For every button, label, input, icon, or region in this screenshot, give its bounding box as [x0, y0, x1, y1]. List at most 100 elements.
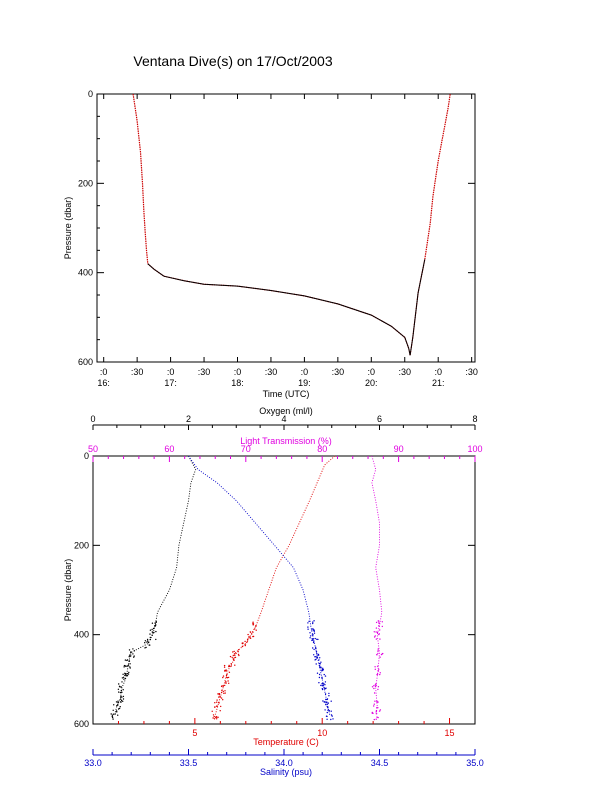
profile-chart: 0 200 400 600 0 2 4 6 8 50 60 70 80 90 100 5 10 15 33.0 33.…: [63, 406, 484, 777]
oxygen-sample-point: [127, 664, 130, 666]
salinity-sample-point: [321, 676, 323, 678]
oxygen-sample-point: [152, 627, 155, 630]
temperature-sample-point: [216, 701, 218, 703]
temperature-sample-point: [212, 714, 215, 716]
top-x-axis-label: Time (UTC): [263, 389, 310, 399]
oxygen-sample-point: [154, 622, 156, 624]
top-y-tick-label: 400: [78, 268, 93, 278]
temperature-sample-point: [219, 710, 221, 712]
temperature-sample-point: [248, 636, 250, 638]
temperature-sample-point: [228, 664, 230, 667]
oxygen-sample-point: [118, 691, 120, 693]
salinity-sample-point: [330, 700, 332, 702]
oxygen-sample-point: [116, 711, 118, 713]
salinity-sample-point: [328, 710, 330, 712]
oxygen-profile: [110, 455, 197, 720]
light-sample-point: [377, 701, 379, 703]
light-sample-point: [377, 707, 379, 709]
top-plot-frame: [96, 93, 476, 363]
temperature-sample-point: [221, 689, 223, 691]
light-sample-point: [373, 705, 375, 707]
salinity-sample-point: [313, 648, 315, 651]
salinity-sample-point: [328, 695, 330, 697]
oxygen-sample-point: [124, 673, 127, 675]
salinity-sample-point: [330, 714, 333, 716]
oxygen-sample-point: [151, 631, 153, 633]
light-sample-point: [373, 718, 375, 721]
temperature-tick-label: 10: [317, 728, 327, 738]
light-sample-point: [378, 633, 380, 635]
top-x-tick-hour-label: 16:: [97, 378, 110, 388]
light-sample-point: [377, 652, 379, 655]
light-sample-point: [382, 652, 384, 655]
oxygen-sample-point: [112, 709, 114, 711]
oxygen-sample-point: [148, 644, 150, 646]
temperature-sample-point: [223, 664, 226, 667]
temperature-sample-point: [224, 692, 226, 694]
bottom-y-tick-label: 0: [84, 451, 89, 461]
temperature-sample-point: [247, 638, 249, 641]
temperature-sample-point: [227, 676, 230, 679]
light-tick-label: 60: [164, 444, 174, 454]
light-sample-point: [371, 686, 374, 688]
temperature-sample-point: [222, 676, 224, 679]
oxygen-sample-point: [117, 688, 120, 690]
bottom-y-tick-label: 400: [74, 630, 89, 640]
salinity-sample-point: [325, 715, 328, 717]
temperature-sample-point: [249, 637, 252, 639]
oxygen-sample-point: [144, 642, 146, 644]
top-x-tick-label: :0: [434, 367, 442, 377]
salinity-sample-point: [323, 673, 325, 676]
light-tick-label: 50: [88, 444, 98, 454]
oxygen-sample-point: [110, 713, 112, 715]
light-sample-point: [377, 688, 379, 691]
light-sample-point: [373, 692, 376, 694]
light-sample-point: [378, 622, 380, 624]
temperature-sample-point: [234, 664, 236, 666]
oxygen-sample-point: [151, 634, 153, 636]
salinity-sample-point: [326, 705, 328, 708]
light-sample-point: [376, 700, 378, 702]
chart-title: Ventana Dive(s) on 17/Oct/2003: [133, 53, 332, 69]
temperature-sample-point: [222, 699, 224, 701]
light-sample-point: [374, 635, 376, 637]
oxygen-sample-point: [151, 622, 154, 624]
temperature-sample-point: [219, 695, 221, 698]
salinity-sample-point: [321, 670, 323, 672]
top-x-tick-hour-label: 17:: [164, 378, 177, 388]
salinity-sample-point: [317, 653, 320, 656]
oxygen-sample-point: [124, 674, 126, 677]
bottom-axes: 0 200 400 600 0 2 4 6 8 50 60 70 80 90 100 5 10 15 33.0 33.…: [74, 414, 484, 768]
top-y-tick-label: 0: [88, 89, 93, 99]
pressure-time-chart: :016::30:017::30:018::30:019::30:020::30…: [63, 89, 478, 399]
salinity-sample-point: [323, 683, 325, 685]
salinity-sample-point: [309, 632, 311, 634]
salinity-sample-point: [313, 620, 315, 622]
oxygen-sample-point: [128, 660, 131, 662]
salinity-sample-point: [315, 663, 317, 665]
salinity-profile: [188, 455, 334, 721]
light-sample-point: [376, 707, 378, 709]
temperature-sample-point: [223, 666, 226, 668]
temperature-sample-point: [237, 649, 240, 651]
top-x-tick-label: :30: [398, 367, 411, 377]
oxygen-sample-point: [122, 673, 124, 675]
oxygen-sample-point: [124, 677, 127, 680]
top-x-tick-label: :0: [301, 367, 309, 377]
temperature-sample-point: [247, 633, 249, 636]
oxygen-sample-point: [116, 704, 118, 707]
salinity-sample-point: [312, 634, 314, 636]
temperature-sample-point: [222, 690, 224, 693]
light-sample-point: [373, 687, 375, 690]
top-x-tick-label: :0: [368, 367, 376, 377]
light-sample-point: [376, 631, 379, 634]
temperature-sample-point: [233, 658, 235, 660]
light-sample-point: [379, 673, 381, 676]
oxygen-sample-point: [123, 664, 126, 667]
temperature-sample-point: [224, 690, 226, 692]
salinity-sample-point: [311, 639, 314, 641]
temperature-sample-point: [232, 654, 234, 657]
top-x-tick-hour-label: 21:: [432, 378, 445, 388]
top-y-tick-label: 600: [78, 357, 93, 367]
oxygen-sample-point: [152, 632, 154, 634]
